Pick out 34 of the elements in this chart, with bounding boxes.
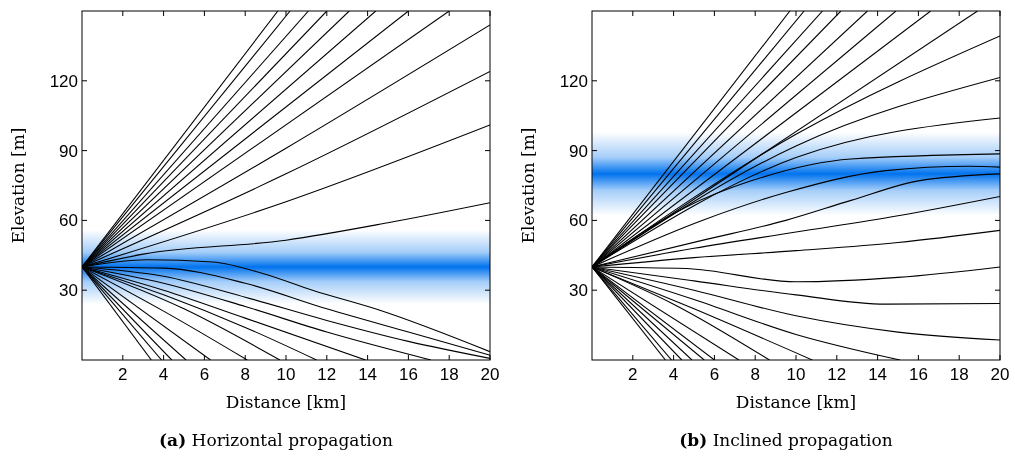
x-axis-title: Distance [km] [735, 392, 857, 412]
x-tick-label: 16 [908, 365, 928, 384]
text: (a) Horizontal propagation [159, 430, 393, 450]
x-tick-label: 6 [709, 365, 720, 384]
x-tick-label: 20 [480, 365, 500, 384]
x-tick-label: 18 [949, 365, 969, 384]
x-tick-label: 2 [118, 365, 128, 384]
x-tick-label: 4 [668, 365, 679, 384]
x-tick-label: 16 [398, 365, 418, 384]
y-tick-label: 120 [49, 71, 78, 91]
x-tick-label: 12 [317, 365, 337, 384]
x-tick-label: 12 [827, 365, 847, 384]
x-tick-label: 6 [199, 365, 210, 384]
x-tick-label: 14 [868, 365, 888, 384]
y-tick-label: 60 [59, 211, 78, 231]
y-axis-title: Elevation [m] [518, 127, 538, 244]
x-tick-label: 2 [628, 365, 638, 384]
x-axis-title: Distance [km] [225, 392, 347, 412]
y-tick-label: 120 [559, 71, 588, 91]
x-tick-label: 14 [358, 365, 378, 384]
x-tick-label: 4 [158, 365, 169, 384]
x-tick-label: 18 [439, 365, 459, 384]
y-tick-label: 30 [59, 281, 78, 301]
x-tick-label: 10 [786, 365, 806, 384]
y-tick-label: 90 [569, 141, 588, 161]
text: (b) Inclined propagation [679, 430, 893, 450]
y-tick-label: 90 [59, 141, 78, 161]
y-tick-label: 60 [569, 211, 588, 231]
y-axis-title: Elevation [m] [8, 127, 28, 244]
x-tick-label: 8 [240, 365, 250, 384]
x-tick-label: 10 [276, 365, 296, 384]
x-tick-label: 20 [990, 365, 1010, 384]
x-tick-label: 8 [750, 365, 760, 384]
y-tick-label: 30 [569, 281, 588, 301]
